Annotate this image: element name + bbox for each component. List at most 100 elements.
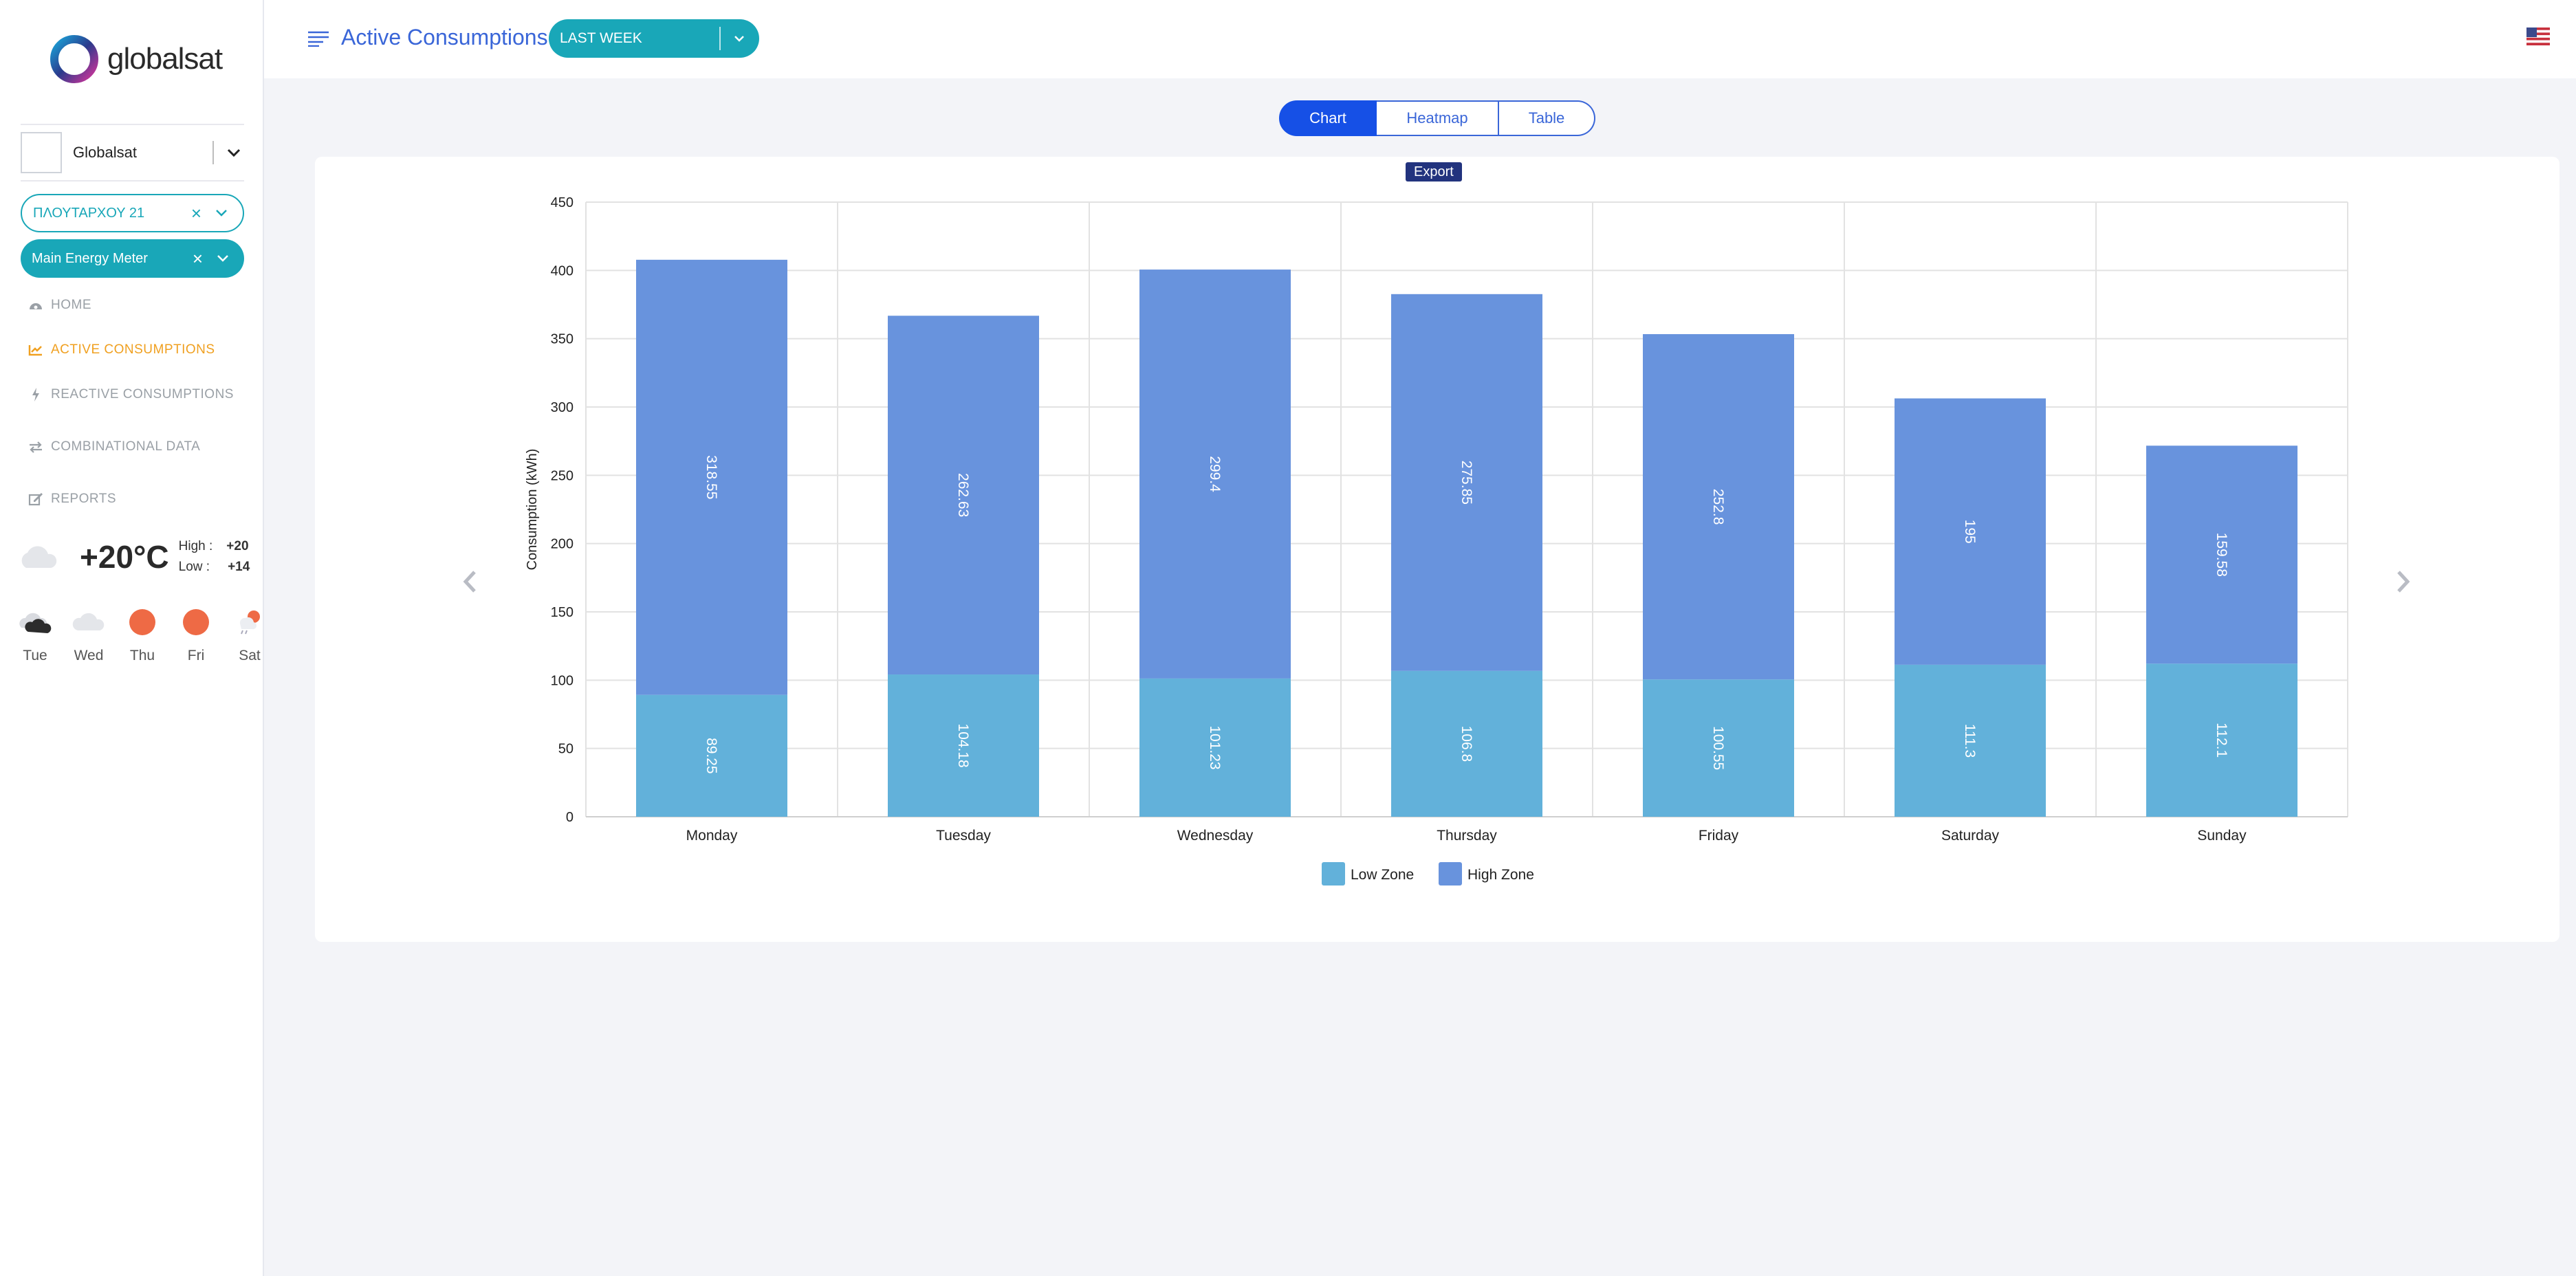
globalsat-logo-icon xyxy=(50,35,98,83)
bar xyxy=(1391,670,1542,817)
divider xyxy=(21,180,244,182)
high-low-temperature: High : +20 Low : +14 xyxy=(179,536,250,578)
y-tick-label: 400 xyxy=(551,263,574,278)
data-label: 262.63 xyxy=(955,473,971,517)
line-chart-icon xyxy=(28,342,44,358)
bar xyxy=(888,316,1039,675)
bar xyxy=(636,259,787,695)
data-label: 106.8 xyxy=(1459,726,1474,762)
location-value: ΠΛΟΥΤΑΡΧΟΥ 21 xyxy=(33,205,145,221)
y-tick-label: 300 xyxy=(551,400,574,415)
bar xyxy=(2146,663,2297,817)
bar xyxy=(2146,446,2297,664)
company-selector[interactable]: Globalsat xyxy=(21,132,244,173)
export-button[interactable]: Export xyxy=(1406,162,1462,182)
meter-value: Main Energy Meter xyxy=(32,250,148,266)
consumption-chart: 0 50 100 150 200 250 300 350 400 450 Consumption (… xyxy=(525,195,2348,886)
high-value: +20 xyxy=(226,539,249,553)
clear-location-icon[interactable]: × xyxy=(190,203,201,223)
nav-label: ACTIVE CONSUMPTIONS xyxy=(51,342,215,357)
bar xyxy=(1895,664,2046,817)
chevron-right-icon[interactable] xyxy=(2396,566,2411,601)
forecast-day: Sat xyxy=(223,605,276,664)
y-tick-label: 350 xyxy=(551,332,574,347)
bolt-icon xyxy=(28,386,44,403)
us-flag-icon[interactable] xyxy=(2526,28,2550,45)
period-selector[interactable]: LAST WEEK xyxy=(549,19,759,58)
chevron-left-icon[interactable] xyxy=(462,566,477,601)
meter-selector[interactable]: Main Energy Meter × xyxy=(21,239,244,278)
brand-name: globalsat xyxy=(107,42,223,76)
menu-icon[interactable] xyxy=(308,30,329,50)
forecast-day-label: Sat xyxy=(239,648,261,663)
y-tick-label: 50 xyxy=(558,742,574,757)
nav-combinational-data[interactable]: COMBINATIONAL DATA xyxy=(28,439,200,455)
chevron-down-icon[interactable] xyxy=(211,203,232,223)
y-tick-label: 200 xyxy=(551,537,574,552)
x-tick-label: Sunday xyxy=(2197,828,2247,844)
y-tick-label: 250 xyxy=(551,468,574,483)
x-tick-label: Monday xyxy=(686,828,738,844)
clear-meter-icon[interactable]: × xyxy=(192,248,203,269)
forecast-day: Wed xyxy=(62,605,116,664)
divider xyxy=(212,141,214,164)
nav-reports[interactable]: REPORTS xyxy=(28,491,116,507)
sidebar: globalsat Globalsat ΠΛΟΥΤΑΡΧΟΥ 21 × Main… xyxy=(0,0,264,1276)
forecast-day-label: Tue xyxy=(23,648,47,663)
dashboard-icon xyxy=(28,297,44,314)
nav-label: REACTIVE CONSUMPTIONS xyxy=(51,387,234,402)
tab-table[interactable]: Table xyxy=(1499,100,1595,136)
legend-swatch xyxy=(1439,862,1462,886)
period-value: LAST WEEK xyxy=(560,30,642,46)
nav-active-consumptions[interactable]: ACTIVE CONSUMPTIONS xyxy=(28,342,215,358)
brand-logo[interactable]: globalsat xyxy=(50,34,223,84)
view-tabs: Chart Heatmap Table xyxy=(1279,100,1595,136)
bar xyxy=(1643,334,1794,680)
chevron-down-icon[interactable] xyxy=(223,142,244,163)
y-tick-label: 150 xyxy=(551,605,574,620)
x-tick-label: Wednesday xyxy=(1177,828,1254,844)
weather-forecast: Tue Wed Thu Fri Sat xyxy=(8,605,276,664)
data-label: 104.18 xyxy=(955,723,971,767)
forecast-day-label: Fri xyxy=(187,648,205,663)
chevron-down-icon[interactable] xyxy=(729,28,750,49)
tab-heatmap[interactable]: Heatmap xyxy=(1377,100,1499,136)
data-label: 159.58 xyxy=(2214,533,2229,577)
data-label: 111.3 xyxy=(1962,724,1978,758)
forecast-day: Fri xyxy=(169,605,223,664)
location-selector[interactable]: ΠΛΟΥΤΑΡΧΟΥ 21 × xyxy=(21,194,244,232)
cloud-icon xyxy=(72,613,105,630)
x-tick-label: Saturday xyxy=(1941,828,2000,844)
chevron-down-icon[interactable] xyxy=(212,248,233,269)
cloud-icon xyxy=(21,546,57,568)
legend-label: Low Zone xyxy=(1351,867,1414,883)
cloud-dark-icon xyxy=(19,613,52,633)
sun-rain-icon xyxy=(239,610,260,635)
nav-reactive-consumptions[interactable]: REACTIVE CONSUMPTIONS xyxy=(28,386,234,403)
tab-chart[interactable]: Chart xyxy=(1279,100,1377,136)
nav-home[interactable]: HOME xyxy=(28,297,91,314)
forecast-day-label: Thu xyxy=(129,648,155,663)
data-label: 89.25 xyxy=(703,738,719,774)
high-label: High : xyxy=(178,539,213,553)
data-label: 101.23 xyxy=(1207,725,1223,769)
x-tick-label: Friday xyxy=(1699,828,1739,844)
bar xyxy=(1895,398,2046,665)
nav-label: COMBINATIONAL DATA xyxy=(51,439,201,454)
divider xyxy=(719,27,721,50)
y-tick-label: 450 xyxy=(551,195,574,210)
x-tick-label: Thursday xyxy=(1437,828,1497,844)
chart-card: Export 0 50 100 150 200 250 300 350 400 450 Consum… xyxy=(315,157,2559,942)
data-label: 112.1 xyxy=(2214,723,2229,758)
forecast-day-label: Wed xyxy=(74,648,104,663)
edit-icon xyxy=(28,491,44,507)
bar xyxy=(1391,294,1542,671)
current-weather: +20°C High : +20 Low : +14 xyxy=(17,536,250,578)
legend-swatch xyxy=(1322,862,1345,886)
bar xyxy=(636,694,787,817)
data-label: 252.8 xyxy=(1710,489,1726,525)
y-tick-label: 0 xyxy=(566,810,574,825)
x-tick-label: Tuesday xyxy=(936,828,991,844)
sun-icon xyxy=(183,609,209,635)
nav-label: HOME xyxy=(51,298,91,312)
